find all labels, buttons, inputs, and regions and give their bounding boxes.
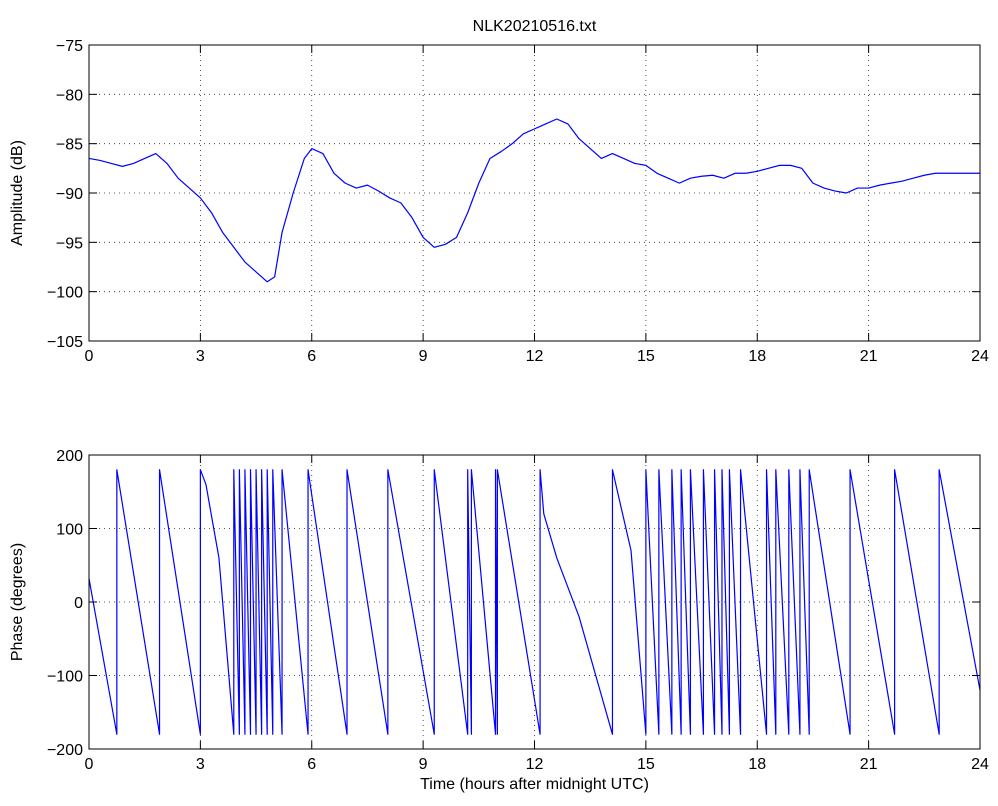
phase-plot: Phase (degrees) Time (hours after midnig…	[9, 448, 989, 793]
y-tick-label: 200	[56, 448, 83, 465]
y-tick-label: −85	[56, 137, 83, 154]
x-tick-label: 15	[637, 348, 655, 365]
x-axis-label: Time (hours after midnight UTC)	[420, 776, 649, 793]
x-tick-label: 24	[971, 348, 989, 365]
x-tick-label: 9	[419, 348, 428, 365]
x-tick-label: 0	[85, 756, 94, 773]
y-axis-label: Amplitude (dB)	[9, 140, 26, 246]
y-tick-label: 100	[56, 522, 83, 539]
y-tick-label: −200	[47, 742, 83, 759]
y-tick-label: −90	[56, 186, 83, 203]
y-tick-label: 0	[74, 595, 83, 612]
y-tick-label: −100	[47, 669, 83, 686]
x-tick-label: 21	[860, 756, 878, 773]
x-tick-label: 0	[85, 348, 94, 365]
x-tick-label: 21	[860, 348, 878, 365]
x-tick-label: 3	[196, 756, 205, 773]
x-tick-label: 9	[419, 756, 428, 773]
x-tick-label: 15	[637, 756, 655, 773]
plot-title: NLK20210516.txt	[473, 18, 597, 35]
x-tick-label: 6	[307, 348, 316, 365]
x-tick-label: 18	[748, 348, 766, 365]
x-tick-label: 12	[526, 756, 544, 773]
y-tick-label: −100	[47, 285, 83, 302]
y-tick-label: −80	[56, 87, 83, 104]
y-tick-label: −95	[56, 235, 83, 252]
series-line-0	[88, 469, 981, 735]
amplitude-plot: NLK20210516.txt Amplitude (dB) 0 3 6 9 12 15 1…	[9, 18, 989, 365]
grid	[89, 45, 980, 341]
x-tick-label: 18	[748, 756, 766, 773]
x-tick-label: 24	[971, 756, 989, 773]
y-axis-label: Phase (degrees)	[9, 543, 26, 661]
y-tick-label: −105	[47, 334, 83, 351]
y-tick-label: −75	[56, 38, 83, 55]
x-tick-label: 12	[526, 348, 544, 365]
x-tick-label: 3	[196, 348, 205, 365]
x-tick-label: 6	[307, 756, 316, 773]
series-line-0	[88, 118, 980, 283]
